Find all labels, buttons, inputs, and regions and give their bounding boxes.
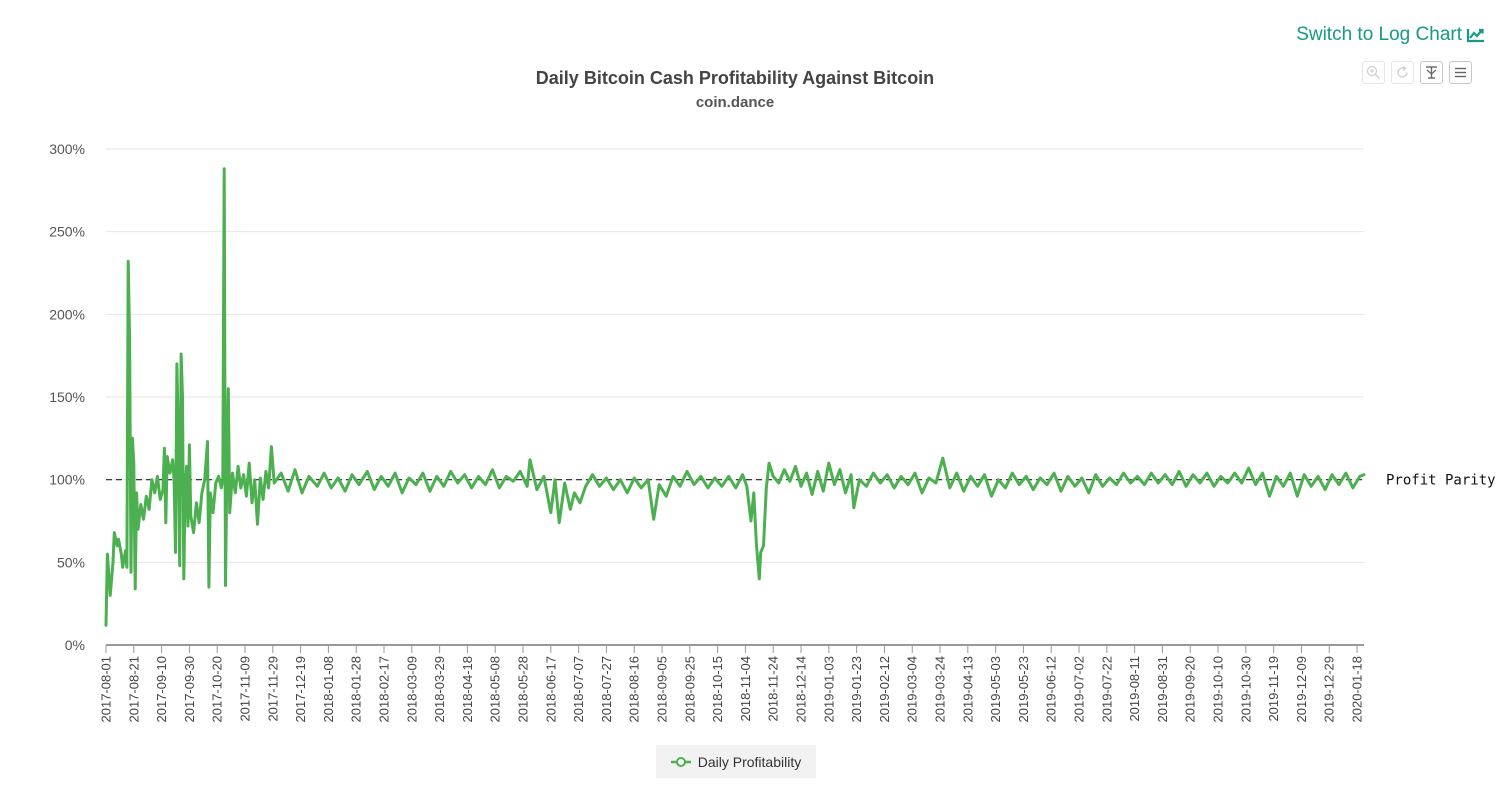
- x-tick-label: 2019-12-29: [1322, 656, 1337, 723]
- x-tick-label: 2018-06-17: [543, 656, 558, 723]
- y-tick-label: 150%: [49, 389, 85, 405]
- x-tick-label: 2020-01-18: [1350, 656, 1365, 723]
- pan-button[interactable]: [1420, 61, 1443, 84]
- line-chart-icon: [1466, 28, 1484, 43]
- x-tick-label: 2019-10-10: [1211, 656, 1226, 723]
- x-tick-label: 2018-05-08: [488, 656, 503, 723]
- y-tick-label: 200%: [49, 306, 85, 322]
- x-tick-label: 2018-07-07: [571, 656, 586, 723]
- x-tick-label: 2018-07-27: [599, 656, 614, 723]
- x-tick-label: 2018-10-15: [710, 656, 725, 723]
- x-tick-label: 2019-08-31: [1155, 656, 1170, 723]
- x-tick-label: 2019-05-23: [1016, 656, 1031, 723]
- chart-toolbar: [1362, 61, 1472, 84]
- x-tick-label: 2019-01-23: [849, 656, 864, 723]
- y-tick-label: 250%: [49, 224, 85, 240]
- x-tick-label: 2018-09-05: [655, 656, 670, 723]
- x-tick-label: 2018-01-08: [321, 656, 336, 723]
- x-tick-label: 2019-08-11: [1127, 656, 1142, 722]
- x-tick-label: 2017-11-29: [265, 656, 280, 722]
- x-tick-label: 2018-03-29: [432, 656, 447, 723]
- legend-item-daily-profitability[interactable]: Daily Profitability: [656, 745, 816, 778]
- y-tick-label: 100%: [49, 472, 85, 488]
- x-tick-label: 2017-12-19: [293, 656, 308, 723]
- x-tick-label: 2018-12-14: [794, 656, 809, 723]
- x-tick-label: 2017-10-20: [210, 656, 225, 723]
- x-tick-label: 2018-11-04: [738, 656, 753, 722]
- legend-label: Daily Profitability: [697, 753, 802, 770]
- x-tick-label: 2019-03-04: [905, 656, 920, 723]
- menu-icon: [1455, 67, 1466, 78]
- x-tick-label: 2018-02-17: [377, 656, 392, 723]
- x-tick-label: 2018-09-25: [682, 656, 697, 723]
- series-line-daily-profitability: [104, 167, 1366, 627]
- x-tick-label: 2019-06-12: [1044, 656, 1059, 723]
- y-tick-label: 0%: [65, 637, 85, 653]
- switch-to-log-chart-link[interactable]: Switch to Log Chart: [1296, 24, 1486, 46]
- zoom-in-icon: [1366, 65, 1381, 80]
- zoom-in-button[interactable]: [1362, 61, 1385, 84]
- profit-parity-label: Profit Parity: [1386, 473, 1496, 489]
- switch-to-log-chart-label: Switch to Log Chart: [1296, 24, 1462, 45]
- reset-zoom-icon: [1397, 65, 1408, 78]
- x-tick-label: 2017-08-21: [126, 656, 141, 723]
- y-tick-label: 50%: [57, 554, 85, 570]
- x-tick-label: 2019-03-24: [933, 656, 948, 723]
- x-tick-label: 2019-01-03: [821, 656, 836, 723]
- chart-subtitle: coin.dance: [695, 94, 775, 111]
- x-tick-label: 2018-11-24: [766, 656, 781, 722]
- x-tick-label: 2017-11-09: [238, 656, 253, 722]
- x-tick-label: 2017-09-10: [154, 656, 169, 723]
- x-tick-label: 2018-04-18: [460, 656, 475, 723]
- x-tick-label: 2018-08-16: [627, 656, 642, 723]
- chart-menu-button[interactable]: [1449, 61, 1472, 84]
- x-tick-label: 2019-10-30: [1238, 656, 1253, 723]
- pan-icon: [1426, 66, 1437, 79]
- x-tick-label: 2019-04-13: [960, 656, 975, 723]
- x-tick-label: 2019-12-09: [1294, 656, 1309, 723]
- legend-line-marker-icon: [670, 756, 691, 767]
- x-tick-label: 2019-09-20: [1183, 656, 1198, 723]
- chart-title: Daily Bitcoin Cash Profitability Against…: [535, 68, 935, 88]
- x-tick-label: 2018-03-09: [404, 656, 419, 723]
- x-tick-label: 2017-09-30: [182, 656, 197, 723]
- x-tick-label: 2019-02-12: [877, 656, 892, 723]
- reset-zoom-button[interactable]: [1391, 61, 1414, 84]
- x-tick-label: 2017-08-01: [99, 656, 114, 723]
- y-tick-label: 300%: [49, 141, 85, 157]
- x-tick-label: 2019-05-03: [988, 656, 1003, 723]
- x-tick-label: 2018-05-28: [516, 656, 531, 723]
- x-tick-label: 2019-07-22: [1099, 656, 1114, 723]
- x-tick-label: 2018-01-28: [349, 656, 364, 723]
- x-tick-label: 2019-11-19: [1266, 656, 1281, 722]
- x-tick-label: 2019-07-02: [1072, 656, 1087, 723]
